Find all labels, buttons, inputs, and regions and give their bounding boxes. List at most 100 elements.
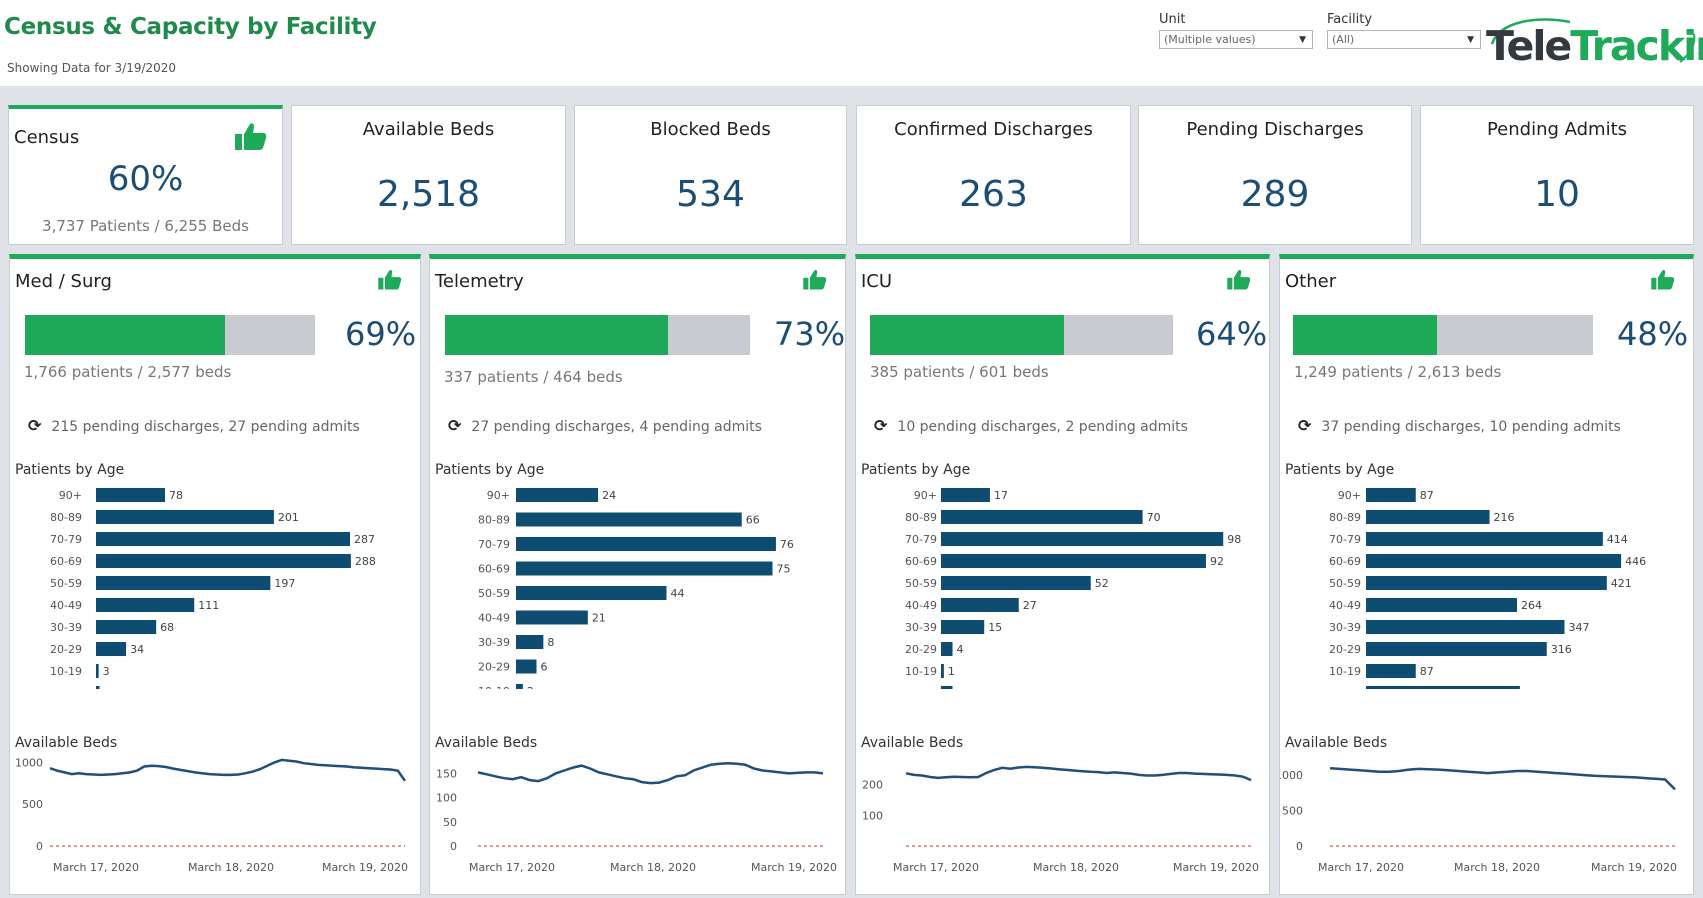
age-tick-label: 20-29 (905, 643, 937, 656)
age-bar-value: 111 (198, 599, 219, 612)
available-beds-line[interactable] (905, 765, 1252, 782)
age-bar-value: 92 (1210, 555, 1224, 568)
kpi-census: Census 60% 3,737 Patients / 6,255 Beds (8, 105, 283, 245)
y-tick-label: 0 (1296, 840, 1303, 853)
age-bar-value: 288 (355, 555, 376, 568)
age-bar[interactable] (516, 586, 667, 600)
age-tick-label: 0-9 (919, 687, 937, 689)
age-tick-label: 70-79 (50, 533, 82, 546)
y-tick-label: 150 (436, 767, 457, 780)
age-bar[interactable] (516, 684, 523, 689)
refresh-icon: ⟳ (448, 416, 462, 435)
pending-text: 37 pending discharges, 10 pending admits (1321, 419, 1621, 435)
age-bar[interactable] (96, 620, 157, 634)
age-bar[interactable] (96, 510, 274, 524)
unit-filter-select[interactable]: (Multiple values) ▼ (1159, 30, 1313, 49)
panel-title: ICU (861, 271, 893, 292)
age-bar[interactable] (516, 635, 544, 649)
age-bar[interactable] (96, 642, 127, 656)
occupancy-percent: 73% (774, 315, 846, 353)
age-bar-value: 216 (1494, 511, 1515, 524)
age-tick-label: 10-19 (50, 665, 82, 678)
age-bar[interactable] (96, 576, 271, 590)
age-bar[interactable] (516, 659, 537, 674)
age-bar[interactable] (96, 686, 100, 689)
age-bar-value: 4 (104, 687, 111, 689)
available-beds-line[interactable] (477, 761, 824, 785)
patients-by-age-chart: 90+ 17 80-89 70 70-79 98 60-69 92 50-59 52 40-49 27… (905, 488, 1241, 689)
age-bar-value: 4 (957, 687, 964, 689)
age-bar[interactable] (941, 532, 1224, 546)
available-beds-chart: 0 500 1000 March 17, 2020 March 18, 2020 Marc… (15, 756, 408, 874)
age-bar-value: 269 (1524, 687, 1545, 689)
patients-by-age-chart: 90+ 87 80-89 216 70-79 414 60-69 446 50-59 421 40-… (1329, 488, 1646, 689)
age-bar[interactable] (941, 510, 1143, 524)
age-tick-label: 0-9 (64, 687, 82, 689)
age-bar[interactable] (1366, 620, 1565, 634)
age-tick-label: 60-69 (478, 563, 510, 576)
unit-filter-value: (Multiple values) (1164, 33, 1256, 46)
age-bar-value: 24 (602, 489, 616, 502)
age-tick-label: 60-69 (905, 555, 937, 568)
kpi-pending-admits: Pending Admits 10 (1420, 105, 1694, 245)
age-bar[interactable] (941, 488, 990, 502)
available-beds-line[interactable] (1329, 766, 1676, 791)
age-tick-label: 30-39 (1329, 621, 1361, 634)
kpi-title: Pending Discharges (1186, 119, 1364, 140)
age-tick-label: 30-39 (50, 621, 82, 634)
age-bar[interactable] (96, 488, 166, 502)
age-bar-value: 287 (354, 533, 375, 546)
age-bar[interactable] (941, 620, 985, 634)
patients-by-age-label: Patients by Age (1285, 462, 1395, 478)
available-beds-line[interactable] (49, 758, 407, 782)
kpi-census-title: Census (14, 127, 80, 148)
age-bar[interactable] (1366, 554, 1622, 568)
facility-filter-select[interactable]: (All) ▼ (1327, 30, 1481, 49)
age-bar-value: 44 (670, 587, 684, 600)
unit-filter-label: Unit (1159, 12, 1186, 27)
age-bar[interactable] (1366, 576, 1607, 590)
thumbs-up-icon (235, 123, 267, 150)
age-bar[interactable] (1366, 598, 1518, 612)
age-bar[interactable] (1366, 488, 1416, 502)
age-bar[interactable] (1366, 510, 1490, 524)
age-bar[interactable] (1366, 664, 1416, 678)
y-tick-label: 100 (436, 792, 457, 805)
age-bar-value: 68 (160, 621, 174, 634)
age-bar[interactable] (1366, 532, 1603, 546)
thumbs-up-icon (378, 270, 402, 290)
available-beds-chart: 0 500 1000 March 17, 2020 March 18, 2020 Marc… (1280, 766, 1677, 874)
age-bar[interactable] (96, 532, 350, 546)
age-tick-label: 40-49 (905, 599, 937, 612)
age-bar[interactable] (941, 554, 1206, 568)
age-bar[interactable] (1366, 686, 1520, 689)
age-bar[interactable] (941, 664, 944, 678)
x-tick-label: March 19, 2020 (1173, 861, 1259, 874)
age-bar[interactable] (1366, 642, 1547, 656)
age-bar[interactable] (516, 512, 742, 527)
age-bar[interactable] (941, 598, 1019, 612)
age-bar[interactable] (516, 610, 588, 625)
x-tick-label: March 17, 2020 (469, 861, 555, 874)
age-tick-label: 90+ (1338, 489, 1361, 502)
age-bar-value: 347 (1568, 621, 1589, 634)
patients-by-age-label: Patients by Age (15, 462, 125, 478)
age-bar[interactable] (96, 554, 351, 568)
age-tick-label: 10-19 (478, 685, 510, 689)
age-bar[interactable] (96, 598, 195, 612)
age-bar[interactable] (96, 664, 99, 678)
x-tick-label: March 18, 2020 (1454, 861, 1540, 874)
age-bar[interactable] (516, 561, 773, 576)
age-bar[interactable] (941, 686, 953, 689)
age-bar-value: 6 (541, 661, 548, 674)
age-bar[interactable] (941, 576, 1091, 590)
age-tick-label: 60-69 (1329, 555, 1361, 568)
age-bar[interactable] (941, 642, 953, 656)
age-bar-value: 316 (1551, 643, 1572, 656)
age-tick-label: 50-59 (905, 577, 937, 590)
age-bar[interactable] (516, 488, 599, 502)
age-bar[interactable] (516, 537, 776, 551)
panel-telemetry: Telemetry 73% 337 patients / 464 beds ⟳ 27 p… (429, 254, 846, 895)
age-bar-value: 1 (948, 665, 955, 678)
